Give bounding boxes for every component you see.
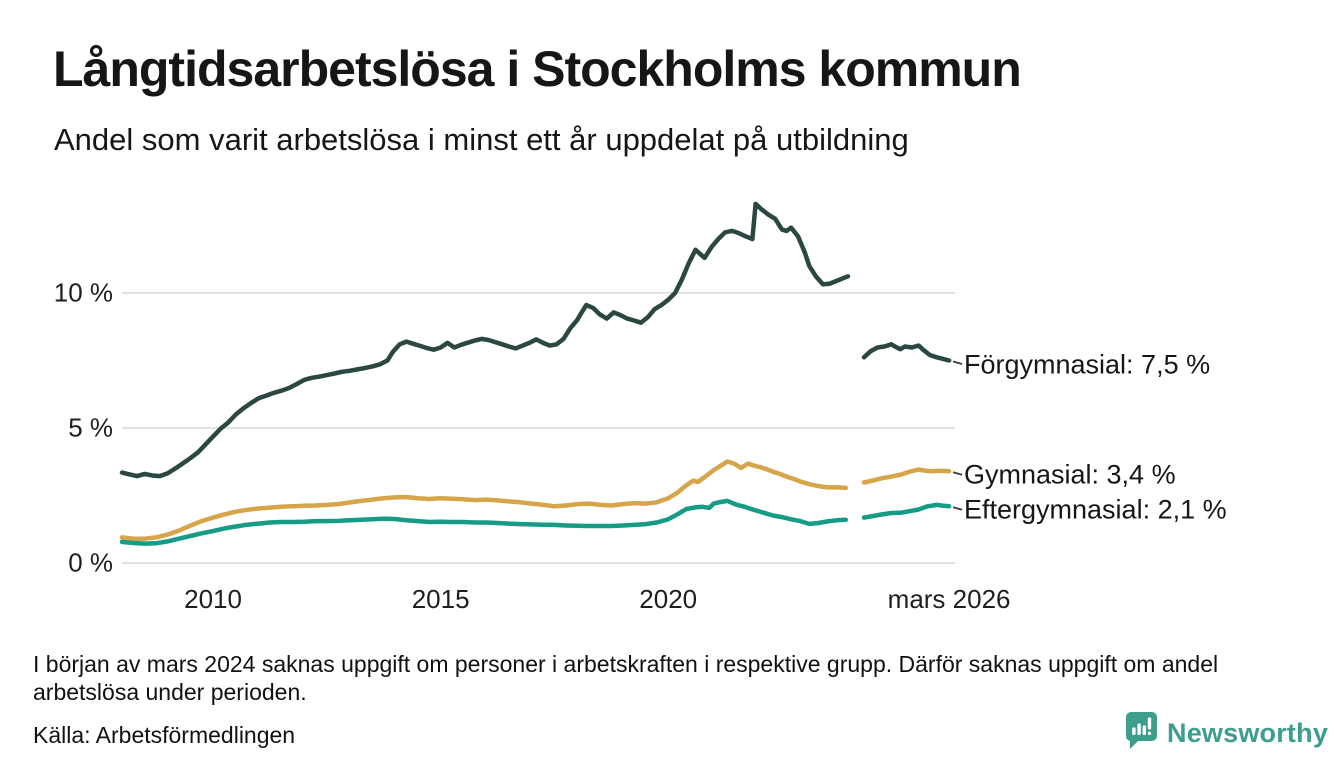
series-label-gymnasial: Gymnasial: 3,4 %: [964, 459, 1176, 490]
x-axis-tick-label: 2020: [639, 584, 698, 614]
source-caption: Källa: Arbetsförmedlingen: [33, 722, 296, 748]
series-line-förgymnasial: [861, 342, 952, 363]
x-axis-tick-label: 2010: [184, 584, 242, 614]
label-connector: [952, 506, 963, 511]
y-axis-tick-label: 0 %: [68, 547, 113, 578]
series-line-gymnasial: [119, 459, 849, 541]
series-line-eftergymnasial: [861, 502, 952, 520]
x-axis-tick-label: 2015: [411, 584, 470, 614]
newsworthy-logo: Newsworthy: [1126, 712, 1328, 754]
y-axis-tick-label: 10 %: [53, 277, 113, 308]
series-line-gymnasial: [861, 467, 952, 485]
x-axis-tick-label: mars 2026: [887, 584, 1011, 614]
label-connector: [952, 360, 963, 365]
page-title: Långtidsarbetslösa i Stockholms kommun: [53, 41, 1022, 97]
newsworthy-wordmark: Newsworthy: [1167, 717, 1329, 748]
series-label-eftergymnasial: Eftergymnasial: 2,1 %: [964, 494, 1227, 525]
series-line-förgymnasial: [119, 201, 851, 479]
newsworthy-speech-bubble-chart-icon: [1126, 712, 1157, 754]
label-connector: [952, 471, 963, 476]
page-subtitle: Andel som varit arbetslösa i minst ett å…: [54, 122, 909, 157]
series-label-forgymnasial: Förgymnasial: 7,5 %: [964, 349, 1211, 379]
y-axis-tick-label: 5 %: [68, 412, 113, 443]
series-line-eftergymnasial: [119, 498, 849, 546]
footnote: I början av mars 2024 saknas uppgift om …: [33, 651, 1219, 705]
